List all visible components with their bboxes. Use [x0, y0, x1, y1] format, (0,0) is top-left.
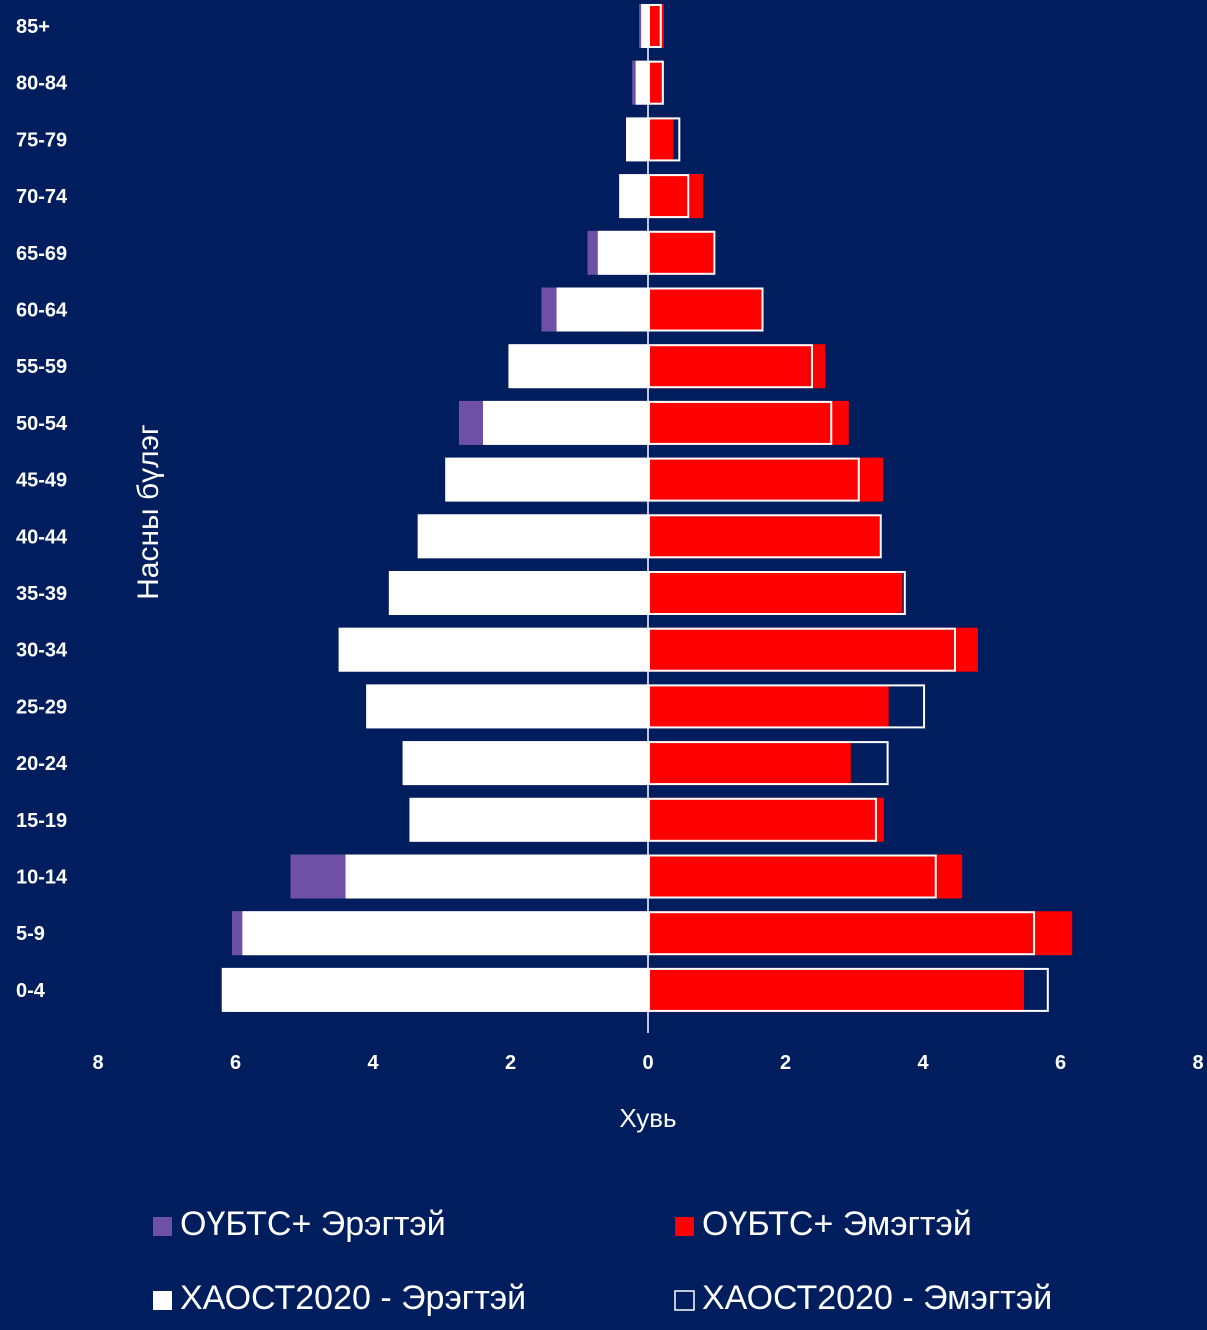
x-tick-6: 4: [917, 1052, 929, 1074]
bar-female-census-15-19: [648, 797, 877, 842]
female-bars: [648, 4, 1073, 1012]
bar-male-census-50-54: [483, 400, 648, 445]
x-tick-7: 6: [1055, 1052, 1066, 1074]
bar-female-survey-75-79: [648, 117, 674, 162]
legend-label-0: ОҮБТС+ Эрэгтэй: [180, 1205, 446, 1243]
legend-swatch-3: [674, 1290, 695, 1311]
x-tick-5: 2: [780, 1052, 791, 1074]
y-tick-15-19: 15-19: [16, 810, 67, 832]
y-tick-70-74: 70-74: [16, 186, 68, 208]
bar-female-census-85+: [648, 4, 662, 48]
y-tick-20-24: 20-24: [16, 753, 68, 775]
y-tick-10-14: 10-14: [16, 867, 68, 889]
bar-female-census-65-69: [648, 230, 716, 275]
bar-female-survey-5-9: [648, 911, 1073, 956]
bar-male-census-10-14: [345, 854, 648, 899]
legend: ОҮБТС+ Эрэгтэй ОҮБТС+ Эмэгтэй ХАОСТ2020 - …: [153, 1205, 1052, 1317]
bar-female-census-75-79: [648, 117, 681, 162]
bar-female-census-35-39: [648, 571, 906, 615]
bar-male-census-55-59: [508, 344, 648, 389]
bar-male-census-70-74: [619, 174, 648, 219]
y-tick-65-69: 65-69: [16, 243, 67, 265]
legend-swatch-1: [675, 1217, 694, 1236]
bar-male-census-85+: [641, 4, 648, 48]
bar-male-census-40-44: [417, 514, 648, 559]
y-tick-40-44: 40-44: [16, 526, 68, 548]
bar-male-census-5-9: [242, 911, 648, 956]
bar-female-census-20-24: [648, 741, 889, 786]
bar-female-census-70-74: [648, 174, 690, 219]
legend-label-3: ХАОСТ2020 - Эмэгтэй: [702, 1279, 1052, 1317]
bar-male-census-80-84: [635, 60, 648, 105]
bar-female-survey-40-44: [648, 514, 880, 559]
bar-male-census-65-69: [597, 230, 648, 275]
bar-female-census-50-54: [648, 400, 833, 445]
bar-female-survey-20-24: [648, 741, 851, 786]
bar-male-census-20-24: [402, 741, 648, 786]
bar-female-census-60-64: [648, 287, 764, 332]
male-bars: [221, 4, 648, 1012]
bar-male-census-25-29: [366, 684, 648, 729]
bar-female-survey-30-34: [648, 627, 978, 672]
y-axis-label: Насны бүлэг: [132, 424, 165, 600]
bar-female-survey-45-49: [648, 457, 884, 502]
bar-female-survey-55-59: [648, 344, 826, 389]
bar-male-census-15-19: [409, 797, 648, 842]
y-tick-50-54: 50-54: [16, 413, 68, 435]
bar-female-survey-60-64: [648, 287, 762, 332]
x-tick-labels: 8 6 4 2 0 2 4 6 8: [92, 1052, 1203, 1074]
bar-male-census-60-64: [556, 287, 648, 332]
bar-female-census-10-14: [648, 854, 937, 899]
legend-label-2: ХАОСТ2020 - Эрэгтэй: [180, 1279, 526, 1317]
y-tick-5-9: 5-9: [16, 923, 45, 945]
bar-female-survey-80-84: [648, 60, 664, 105]
x-tick-0: 8: [92, 1052, 103, 1074]
bar-female-survey-65-69: [648, 230, 715, 275]
bar-female-survey-15-19: [648, 797, 884, 842]
y-tick-85+: 85+: [16, 16, 50, 38]
y-tick-0-4: 0-4: [16, 980, 46, 1002]
y-tick-45-49: 45-49: [16, 470, 67, 492]
bar-female-census-45-49: [648, 457, 860, 502]
bar-male-census-75-79: [626, 117, 648, 162]
y-tick-35-39: 35-39: [16, 583, 67, 605]
bar-female-survey-10-14: [648, 854, 963, 899]
bar-male-census-30-34: [338, 627, 648, 672]
bar-female-census-30-34: [648, 627, 956, 672]
bar-female-survey-35-39: [648, 571, 903, 615]
bar-female-census-5-9: [648, 911, 1036, 956]
legend-swatch-2: [153, 1291, 172, 1310]
x-tick-3: 2: [505, 1052, 516, 1074]
bar-female-census-0-4: [648, 967, 1049, 1012]
bar-male-census-35-39: [388, 571, 648, 615]
bar-female-survey-0-4: [648, 967, 1025, 1012]
bar-male-census-0-4: [221, 967, 648, 1012]
x-tick-4: 0: [642, 1052, 653, 1074]
bar-female-survey-70-74: [648, 174, 703, 219]
bar-female-census-40-44: [648, 514, 882, 559]
bar-female-survey-25-29: [648, 684, 889, 729]
bar-female-census-55-59: [648, 344, 813, 389]
bar-male-census-45-49: [445, 457, 648, 502]
legend-swatch-0: [153, 1217, 172, 1236]
y-tick-labels: 0-4 5-9 10-14 15-19 20-24 25-29 30-34 35-39 40-4…: [16, 16, 68, 1002]
bar-female-census-80-84: [648, 60, 664, 105]
y-tick-25-29: 25-29: [16, 696, 67, 718]
x-tick-8: 8: [1192, 1052, 1203, 1074]
legend-label-1: ОҮБТС+ Эмэгтэй: [702, 1205, 972, 1243]
y-tick-30-34: 30-34: [16, 640, 68, 662]
bar-female-survey-50-54: [648, 400, 849, 445]
x-axis-label: Хувь: [619, 1103, 676, 1133]
x-tick-1: 6: [230, 1052, 241, 1074]
y-tick-55-59: 55-59: [16, 356, 67, 378]
bar-female-census-25-29: [648, 684, 926, 729]
y-tick-80-84: 80-84: [16, 73, 68, 95]
x-tick-2: 4: [367, 1052, 379, 1074]
y-tick-75-79: 75-79: [16, 129, 67, 151]
y-tick-60-64: 60-64: [16, 300, 68, 322]
